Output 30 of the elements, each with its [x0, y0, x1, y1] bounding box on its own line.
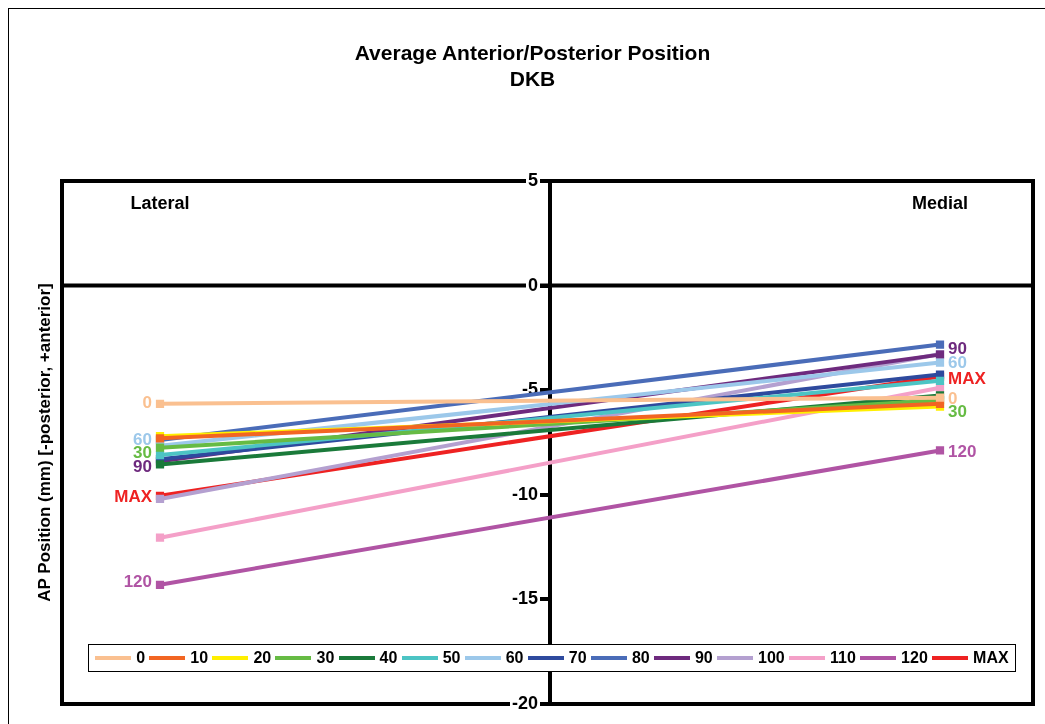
- legend-label: 100: [758, 649, 785, 667]
- annotation: 120: [948, 442, 977, 462]
- y-tick-label: 5: [527, 169, 538, 190]
- legend-label: 90: [694, 649, 713, 667]
- legend-label: 0: [136, 649, 146, 667]
- legend-label: 60: [505, 649, 524, 667]
- x-tick-label: Lateral: [130, 192, 190, 213]
- y-tick-label: 0: [527, 274, 538, 295]
- y-tick-label: -20: [511, 692, 538, 713]
- legend-label: 110: [830, 649, 856, 667]
- annotation: 120: [123, 572, 152, 592]
- legend-label: 120: [901, 649, 928, 667]
- annotation: MAX: [948, 369, 987, 389]
- chart-title: Average Anterior/Posterior Position: [353, 40, 712, 66]
- legend-label: 30: [316, 649, 335, 667]
- chart-subtitle: DKB: [508, 66, 557, 92]
- y-tick-label: -15: [511, 588, 538, 609]
- x-tick-label: Medial: [911, 192, 969, 213]
- legend-label: 70: [568, 649, 587, 667]
- annotation: 0: [142, 393, 152, 413]
- legend-label: 20: [253, 649, 272, 667]
- y-tick-label: -10: [511, 483, 538, 504]
- legend-label: 50: [442, 649, 461, 667]
- annotation: 90: [133, 457, 152, 477]
- legend-label: 40: [379, 649, 398, 667]
- legend-label: MAX: [973, 649, 1009, 667]
- annotation: MAX: [114, 486, 153, 506]
- legend-label: 80: [631, 649, 650, 667]
- y-axis-title: AP Position (mm) [-posterior, +anterior]: [34, 283, 54, 602]
- legend-label: 10: [190, 649, 209, 667]
